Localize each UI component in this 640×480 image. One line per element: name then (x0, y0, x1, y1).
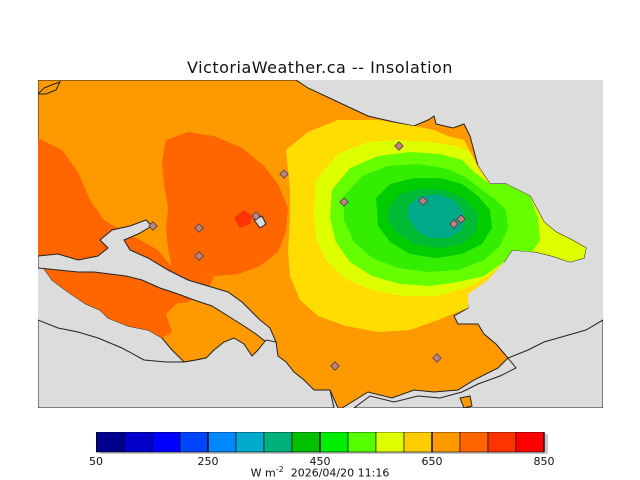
land-contour-700-central (162, 132, 288, 276)
colorbar-swatch (179, 432, 209, 453)
station-marker (194, 251, 204, 261)
water-inlet-south (38, 319, 335, 408)
colorbar-swatch (123, 432, 153, 453)
colorbar (96, 432, 548, 454)
colorbar-swatch (291, 432, 321, 453)
colorbar-tick-label: 250 (197, 455, 219, 468)
colorbar-swatch (96, 432, 125, 453)
colorbar-swatch (151, 432, 181, 453)
colorbar-swatch (375, 432, 405, 453)
land-contour-300 (408, 194, 464, 238)
station-marker (449, 219, 459, 229)
station-marker (330, 361, 340, 371)
timestamp: 2026/04/20 11:16 (290, 466, 390, 480)
colorbar-swatch (319, 432, 349, 453)
units-base: W m (250, 466, 276, 480)
land-contour-750 (234, 210, 252, 228)
station-marker (432, 353, 442, 363)
units-exponent: -2 (275, 465, 284, 474)
water-inlet-west (38, 219, 277, 343)
station-marker (339, 197, 349, 207)
station-marker (456, 214, 466, 224)
colorbar-swatch (515, 432, 545, 453)
colorbar-swatch (403, 432, 433, 453)
colorbar-swatch (347, 432, 377, 453)
colorbar-swatch (431, 432, 461, 453)
station-marker (251, 211, 261, 221)
station-marker (418, 196, 428, 206)
station-marker (279, 169, 289, 179)
colorbar-swatch (235, 432, 265, 453)
chart-title: VictoriaWeather.ca -- Insolation (187, 58, 453, 77)
colorbar-tick-label: 450 (309, 455, 331, 468)
colorbar-swatch (487, 432, 517, 453)
colorbar-swatch (263, 432, 293, 453)
colorbar-swatch (207, 432, 237, 453)
island-northwest (38, 81, 61, 95)
station-marker (194, 223, 204, 233)
station-marker (148, 221, 158, 231)
colorbar-swatch (459, 432, 489, 453)
colorbar-tick-label: 50 (89, 455, 103, 468)
station-markers (148, 141, 466, 371)
island-south (459, 395, 473, 408)
station-marker (394, 141, 404, 151)
colorbar-tick-label: 650 (421, 455, 443, 468)
insolation-map (38, 80, 603, 408)
water-inlet-east (353, 319, 603, 408)
colorbar-tick-label: 850 (533, 455, 555, 468)
units-label: W m-2 2026/04/20 11:16 (0, 465, 640, 480)
